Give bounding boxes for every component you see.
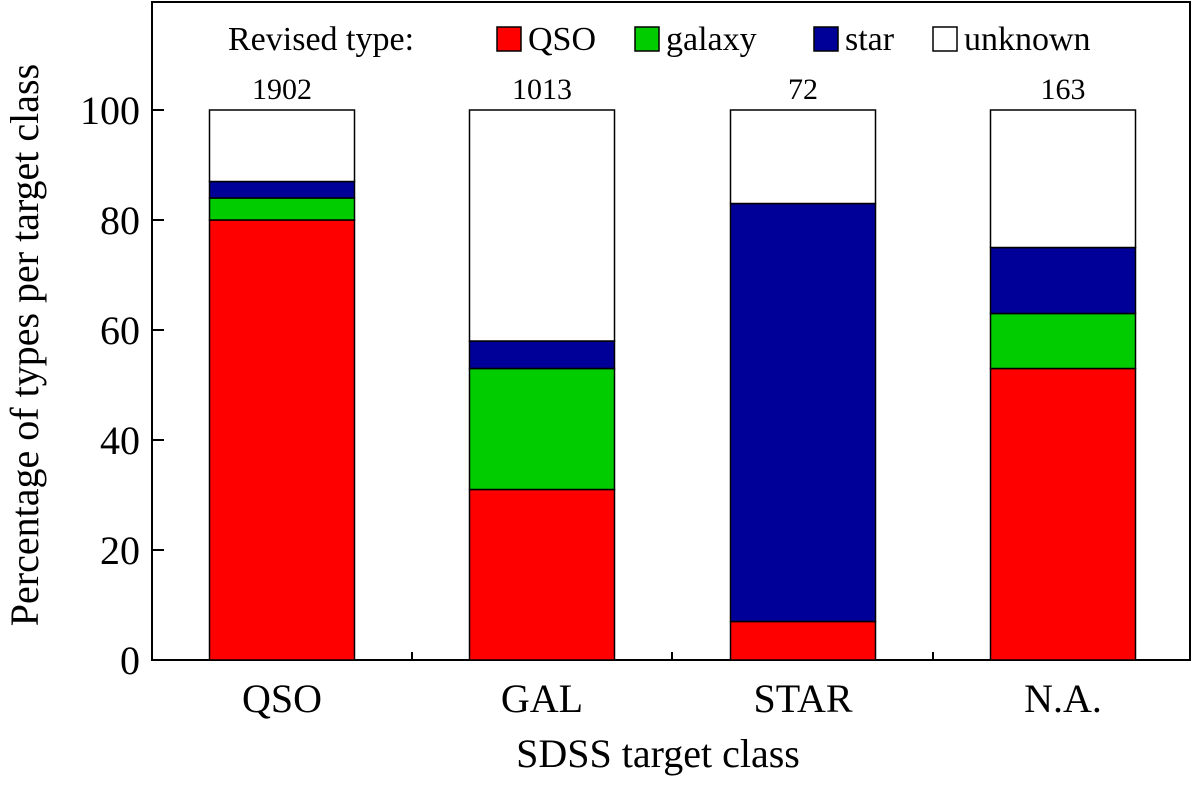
y-tick-label: 20 xyxy=(100,528,140,573)
x-tick-label: STAR xyxy=(753,676,852,721)
y-tick-label: 100 xyxy=(80,88,140,133)
bar-segment-qso-qso xyxy=(208,219,356,661)
bar-segment-qso-star xyxy=(729,620,877,661)
bar-segment-unknown-star xyxy=(729,109,877,205)
bar-segment-unknown-qso xyxy=(208,109,356,183)
bar-group xyxy=(208,109,1137,661)
y-tick-label: 0 xyxy=(120,638,140,683)
bar-count-label: 1013 xyxy=(512,73,572,106)
legend-label-qso: QSO xyxy=(528,21,596,58)
bar-segment-star-qso xyxy=(208,180,356,199)
x-axis-title: SDSS target class xyxy=(516,731,800,776)
y-tick-label: 80 xyxy=(100,198,140,243)
x-tick-label: QSO xyxy=(242,676,322,721)
legend-label-star: star xyxy=(845,21,895,58)
legend-title: Revised type: xyxy=(228,21,414,58)
legend-label-galaxy: galaxy xyxy=(666,21,757,58)
y-tick-label: 60 xyxy=(100,308,140,353)
bar-segment-galaxy-na xyxy=(989,312,1137,370)
legend-swatch-galaxy xyxy=(634,26,660,52)
bar-segment-unknown-gal xyxy=(468,109,616,342)
y-tick-label: 40 xyxy=(100,418,140,463)
bar-segment-star-star xyxy=(729,202,877,623)
legend-swatch-qso xyxy=(496,26,522,52)
bar-count-label: 72 xyxy=(788,73,818,106)
bar-segment-unknown-na xyxy=(989,109,1137,249)
count-labels: 1902 1013 72 163 xyxy=(252,73,1086,106)
bar-segment-galaxy-qso xyxy=(208,197,356,221)
y-axis: 0 20 40 60 80 100 xyxy=(80,88,164,683)
y-axis-title: Percentage of types per target class xyxy=(2,64,47,626)
x-tick-label: N.A. xyxy=(1024,676,1102,721)
bar-segment-star-na xyxy=(989,246,1137,315)
legend: Revised type: QSO galaxy star unknown xyxy=(228,21,1091,58)
bar-count-label: 1902 xyxy=(252,73,312,106)
legend-label-unknown: unknown xyxy=(964,21,1091,58)
x-tick-label: GAL xyxy=(501,676,583,721)
bar-segment-galaxy-gal xyxy=(468,367,616,491)
bar-segment-qso-gal xyxy=(468,488,616,661)
legend-swatch-star xyxy=(813,26,839,52)
bar-count-label: 163 xyxy=(1041,73,1086,106)
bar-segment-star-gal xyxy=(468,340,616,370)
x-axis: QSO GAL STAR N.A. xyxy=(242,652,1102,721)
bar-segment-qso-na xyxy=(989,367,1137,661)
legend-swatch-unknown xyxy=(932,26,958,52)
